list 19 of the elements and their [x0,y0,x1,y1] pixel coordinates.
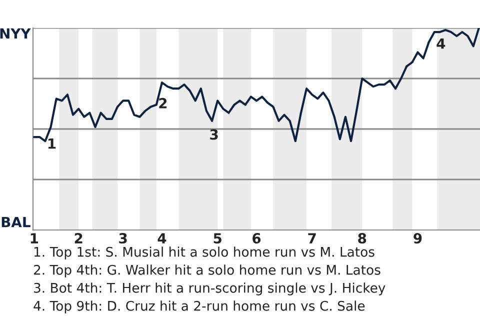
annotation: 4 [436,38,446,49]
text: BAL [2,216,30,228]
x-tick-label: 1 [30,233,38,244]
annotation: 1 [48,138,56,149]
annotation: 2 [159,98,167,108]
x-tick-label: 5 [214,233,222,244]
x-tick-label: 7 [308,233,316,244]
x-tick-label: 3 [119,233,127,244]
text: 3. Bot 4th: T. Herr hit a run-scoring single vs J. Hickey [34,282,386,296]
x-tick-label: 6 [252,233,261,244]
text: 1. Top 1st: S. Musial hit a solo home run vs M. Latos [34,246,374,260]
text: 4. Top 9th: D. Cruz hit a 2-run home run vs C. Sale [34,300,365,314]
x-tick-label: 9 [414,233,422,244]
annotation: 3 [210,129,218,140]
text: 2. Top 4th: G. Walker hit a solo home run vs M. Latos [34,264,380,278]
x-tick-label: 8 [358,233,366,244]
text: NYY [0,28,31,39]
x-tick-label: 4 [158,233,166,244]
x-tick-label: 2 [74,233,82,244]
